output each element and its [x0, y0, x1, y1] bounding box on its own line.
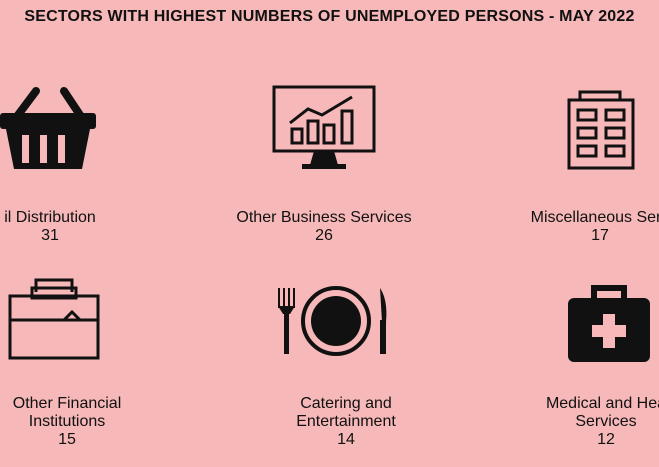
sector-name: Catering and Entertainment — [296, 395, 396, 430]
sector-name: Other Business Services — [236, 209, 412, 226]
sector-item: il Distribution 31 — [0, 191, 120, 263]
sector-name: Other Financial Institutions — [12, 395, 122, 430]
shopping-basket-icon — [0, 87, 96, 169]
sector-item: Miscellaneous Serv 17 — [505, 191, 659, 263]
sector-value: 15 — [58, 431, 76, 448]
sector-value: 12 — [597, 431, 615, 448]
sector-value: 31 — [41, 227, 59, 244]
building-icon — [567, 90, 635, 170]
sector-value: 17 — [591, 227, 609, 244]
plate-cutlery-icon — [278, 286, 387, 356]
sector-value: 26 — [315, 227, 333, 244]
sector-name: Miscellaneous Serv — [530, 209, 659, 226]
sector-value: 14 — [337, 431, 355, 448]
medical-kit-icon — [568, 285, 650, 362]
sector-name: Medical and Hea Services — [545, 395, 659, 430]
sector-item: Other Financial Institutions 15 — [0, 377, 134, 467]
page-title: SECTORS WITH HIGHEST NUMBERS OF UNEMPLOY… — [24, 8, 635, 25]
briefcase-icon — [8, 278, 100, 360]
sector-name: il Distribution — [4, 209, 96, 226]
sector-item: Catering and Entertainment 14 — [264, 377, 428, 467]
monitor-chart-icon — [272, 85, 376, 169]
sector-item: Other Business Services 26 — [214, 191, 434, 263]
sector-item: Medical and Hea Services 12 — [520, 377, 659, 467]
